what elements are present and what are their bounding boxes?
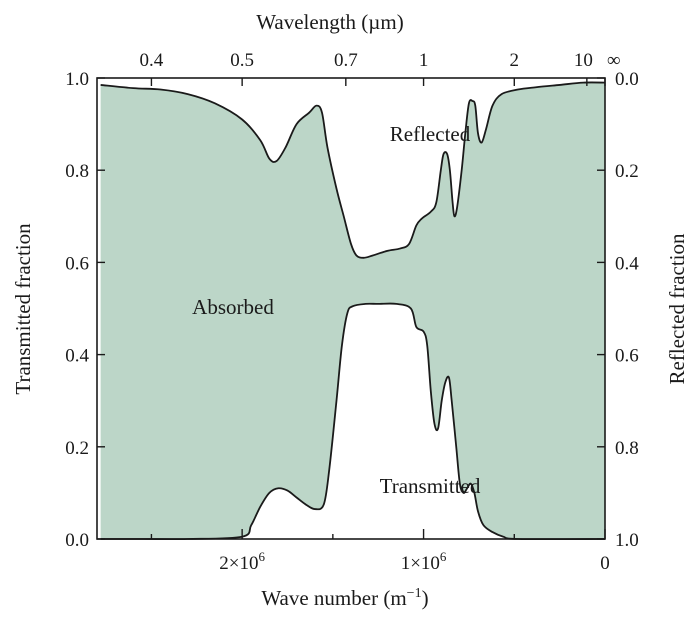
- left-y-tick-label: 0.8: [65, 161, 89, 182]
- labels-layer: 0.0 0.2 0.4 0.6 0.8 1.0 0.0 0.2 0.4 0.6 0.8 1.0 2×10…: [65, 50, 639, 574]
- left-axis-title: Transmitted fraction: [11, 223, 35, 395]
- bottom-x-tick-label: 0: [600, 553, 610, 574]
- top-x-tick-label: 0.5: [230, 50, 254, 71]
- bottom-axis-title: Wave number (m−1): [261, 586, 428, 610]
- plot-frame: [96, 77, 606, 540]
- top-x-tick-label: 1: [419, 50, 429, 71]
- bottom-axis-title-sup: −1: [407, 586, 422, 601]
- ticks-layer: [97, 77, 606, 540]
- right-y-tick-label: 1.0: [615, 530, 639, 551]
- right-y-tick-label: 0.4: [615, 253, 639, 274]
- right-y-tick-label: 0.6: [615, 346, 639, 367]
- curves-layer: [100, 81, 606, 541]
- reflected-curve: [100, 81, 606, 259]
- left-y-tick-label: 0.6: [65, 253, 89, 274]
- bottom-x-tick-label: 1×106: [401, 549, 447, 574]
- top-x-tick-label: ∞: [607, 50, 621, 71]
- right-axis-title: Reflected fraction: [665, 233, 689, 384]
- left-y-tick-label: 0.0: [65, 530, 89, 551]
- top-axis-title: Wavelength (µm): [256, 10, 403, 34]
- bottom-axis-title-end: ): [422, 586, 429, 610]
- transmitted-region-label: Transmitted: [380, 474, 481, 498]
- top-x-tick-label: 10: [574, 50, 593, 71]
- right-y-tick-label: 0.8: [615, 438, 639, 459]
- left-y-tick-label: 0.4: [65, 346, 89, 367]
- left-y-tick-label: 1.0: [65, 69, 89, 90]
- top-x-tick-label: 2: [510, 50, 520, 71]
- top-x-tick-label: 0.4: [140, 50, 164, 71]
- absorbed-region-label: Absorbed: [192, 295, 274, 319]
- left-y-tick-label: 0.2: [65, 438, 89, 459]
- absorbed-region-fill: [100, 82, 605, 540]
- right-y-tick-label: 0.0: [615, 69, 639, 90]
- absorbed-area: [100, 82, 605, 540]
- transmitted-curve: [100, 302, 606, 541]
- top-x-tick-label: 0.7: [334, 50, 358, 71]
- bottom-x-tick-label: 2×106: [219, 549, 265, 574]
- right-y-tick-label: 0.2: [615, 161, 639, 182]
- bottom-axis-title-main: Wave number (m: [261, 586, 406, 610]
- reflected-region-label: Reflected: [390, 122, 471, 146]
